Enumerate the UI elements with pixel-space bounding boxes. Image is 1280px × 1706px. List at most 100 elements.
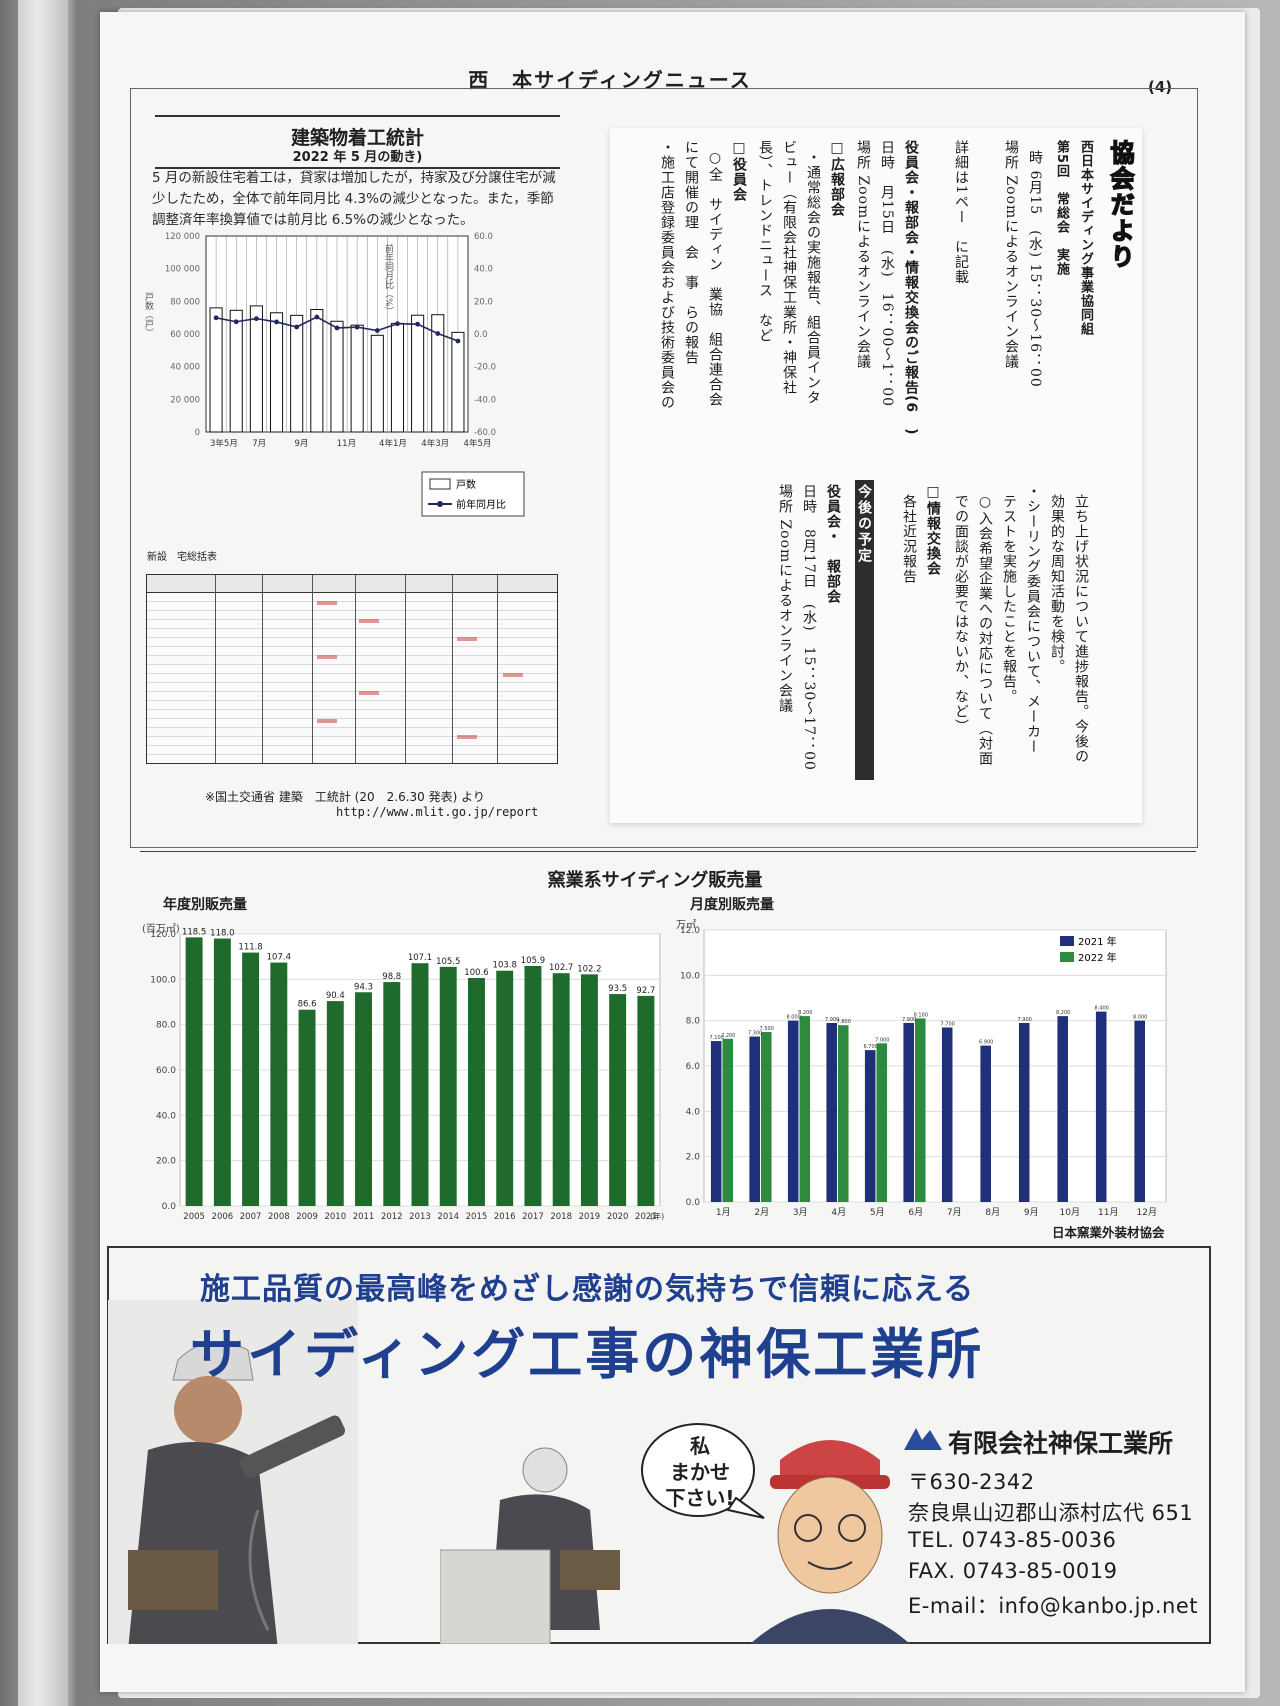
continued-line-1: 立ち上げ状況について進捗報告。今後の bbox=[1073, 494, 1089, 764]
general-meeting-place: 場所 Zoomによるオンライン会議 bbox=[1003, 140, 1019, 370]
fy-xtick-label: 2015 bbox=[466, 1212, 488, 1222]
mo-xtick-label: 1月 bbox=[716, 1207, 731, 1218]
mo-bar-0 bbox=[710, 1041, 722, 1202]
st-right-tick: 60.0 bbox=[474, 232, 493, 242]
fy-value-label: 107.4 bbox=[267, 953, 291, 963]
general-meeting-title: 第5回 常総会 実施 bbox=[1054, 140, 1069, 277]
upcoming-label: 今後の予定 bbox=[855, 480, 874, 780]
fy-bar bbox=[298, 1009, 316, 1206]
mo-value-label: 8.000 bbox=[787, 1015, 801, 1021]
st-xtick-label: 4年3月 bbox=[421, 438, 449, 449]
info-exchange-item: 各社近況報告 bbox=[901, 494, 917, 584]
fy-value-label: 105.5 bbox=[436, 957, 460, 967]
fy-value-label: 102.2 bbox=[577, 964, 601, 974]
mo-value-label: 8.400 bbox=[1095, 1006, 1109, 1012]
fy-unit-label: (百万㎡) bbox=[142, 923, 180, 935]
st-left-tick: 0 bbox=[195, 428, 200, 438]
st-bar bbox=[431, 314, 445, 433]
legend-2022-swatch bbox=[1060, 952, 1074, 962]
company-logo-icon bbox=[904, 1428, 942, 1450]
mo-ytick-label: 4.0 bbox=[686, 1107, 701, 1117]
fy-value-label: 102.7 bbox=[549, 963, 573, 973]
company-zip: 〒630-2342 bbox=[908, 1470, 1035, 1494]
st-right-tick: 20.0 bbox=[474, 297, 493, 307]
mascot-illustration bbox=[750, 1440, 910, 1644]
fy-xtick-label: 2011 bbox=[353, 1212, 375, 1222]
company-fax: FAX. 0743-85-0019 bbox=[908, 1559, 1118, 1583]
mo-ytick-label: 10.0 bbox=[680, 971, 700, 981]
section-divider bbox=[140, 851, 1196, 852]
mo-value-label: 7.000 bbox=[875, 1037, 889, 1043]
st-xtick-label: 4年1月 bbox=[379, 438, 407, 449]
mo-bar-0 bbox=[980, 1045, 991, 1202]
fy-xtick-label: 2021 bbox=[635, 1212, 657, 1222]
mo-bar-0 bbox=[1057, 1016, 1068, 1202]
mo-bar-1 bbox=[837, 1025, 849, 1202]
mo-value-label: 6.900 bbox=[979, 1040, 993, 1046]
upcoming-title: 役員会・ 報部会 bbox=[825, 484, 841, 604]
mo-value-label: 8.200 bbox=[798, 1010, 812, 1016]
fy-bar bbox=[468, 977, 485, 1206]
legend-2021-label: 2021 年 bbox=[1078, 935, 1117, 948]
mo-value-label: 8.000 bbox=[1133, 1015, 1147, 1021]
fy-value-label: 93.5 bbox=[608, 984, 627, 994]
upcoming-date: 日時 8月17日 (水) 15：30～17：00 bbox=[801, 484, 817, 771]
st-bar bbox=[249, 305, 263, 433]
fy-bar bbox=[524, 965, 542, 1206]
continued-line-6: での面談が必要ではないか、など） bbox=[953, 494, 969, 734]
sales-section-title: 窯業系サイディング販売量 bbox=[547, 870, 763, 891]
fy-bar bbox=[383, 982, 401, 1206]
fiscal-year-sales-chart: (百万㎡) 0.0 20.0 40.0 60.0 80.0 100.0 120.0 118.5… bbox=[142, 923, 664, 1222]
fy-bar bbox=[411, 963, 429, 1206]
report-date: 日時 月15日 (水) 16：00～1：00 bbox=[879, 140, 895, 408]
fy-value-label: 98.8 bbox=[382, 972, 401, 982]
fy-ytick-label: 120.0 bbox=[150, 930, 176, 940]
chart-bars bbox=[209, 305, 465, 433]
fy-bar bbox=[270, 962, 288, 1206]
legend-2021-swatch bbox=[1060, 936, 1074, 946]
fy-xtick-label: 2017 bbox=[522, 1212, 544, 1222]
mo-ytick-label: 6.0 bbox=[686, 1062, 701, 1072]
st-right-tick: -60.0 bbox=[474, 428, 496, 438]
company-email[interactable]: E-mail：info@kanbo.jp.net bbox=[908, 1594, 1198, 1618]
ad-company-headline: サイディング工事の神保工業所 bbox=[190, 1323, 985, 1386]
st-bar bbox=[451, 331, 465, 433]
fy-value-label: 107.1 bbox=[408, 953, 432, 963]
association-news-box bbox=[610, 128, 1142, 823]
company-name: 有限会社神保工業所 bbox=[948, 1429, 1174, 1458]
st-left-tick: 100 000 bbox=[165, 265, 200, 275]
mo-bar-0 bbox=[864, 1050, 876, 1202]
stats-subtitle: 2022 年 5 月の動き) bbox=[155, 146, 560, 169]
chart-tick-labels: 0 20 000 40 000 60 000 80 000 100 000 120 000 -… bbox=[165, 232, 496, 449]
st-left-tick: 120 000 bbox=[165, 232, 200, 242]
fy-xtick-label: 2007 bbox=[240, 1212, 262, 1222]
st-bar bbox=[290, 314, 304, 433]
report-place: 場所 Zoomによるオンライン会議 bbox=[855, 140, 871, 370]
mo-bar-0 bbox=[826, 1022, 837, 1202]
mo-xtick-label: 11月 bbox=[1098, 1207, 1118, 1218]
board-title: □役員会 bbox=[731, 140, 747, 202]
mo-xtick-label: 10月 bbox=[1060, 1207, 1080, 1218]
st-left-tick: 80 000 bbox=[170, 297, 200, 307]
fy-bar bbox=[355, 992, 372, 1206]
mo-bar-0 bbox=[941, 1027, 953, 1202]
mo-unit-label: 万㎡ bbox=[676, 919, 696, 931]
worker-installing-panel-illustration bbox=[440, 1447, 620, 1644]
mo-bar-0 bbox=[903, 1022, 914, 1202]
stats-source-url[interactable]: http://www.mlit.go.jp/report bbox=[336, 805, 539, 819]
st-bar bbox=[411, 314, 425, 433]
mo-value-label: 8.200 bbox=[1056, 1010, 1070, 1016]
fy-bar bbox=[580, 974, 598, 1206]
st-left-tick: 60 000 bbox=[170, 330, 200, 340]
mo-bar-0 bbox=[1095, 1011, 1107, 1202]
fy-value-label: 118.0 bbox=[210, 929, 234, 939]
mo-xtick-label: 2月 bbox=[754, 1207, 769, 1218]
fy-x-unit: (年) bbox=[650, 1211, 664, 1221]
board-item-2: ・施工店登録委員会および技術委員会の bbox=[659, 140, 675, 410]
st-left-tick: 40 000 bbox=[170, 363, 200, 373]
st-bar bbox=[370, 334, 384, 433]
fy-ytick-label: 0.0 bbox=[162, 1202, 177, 1212]
folder-edge bbox=[18, 0, 68, 1706]
upcoming-place: 場所 Zoomによるオンライン会議 bbox=[777, 484, 793, 714]
